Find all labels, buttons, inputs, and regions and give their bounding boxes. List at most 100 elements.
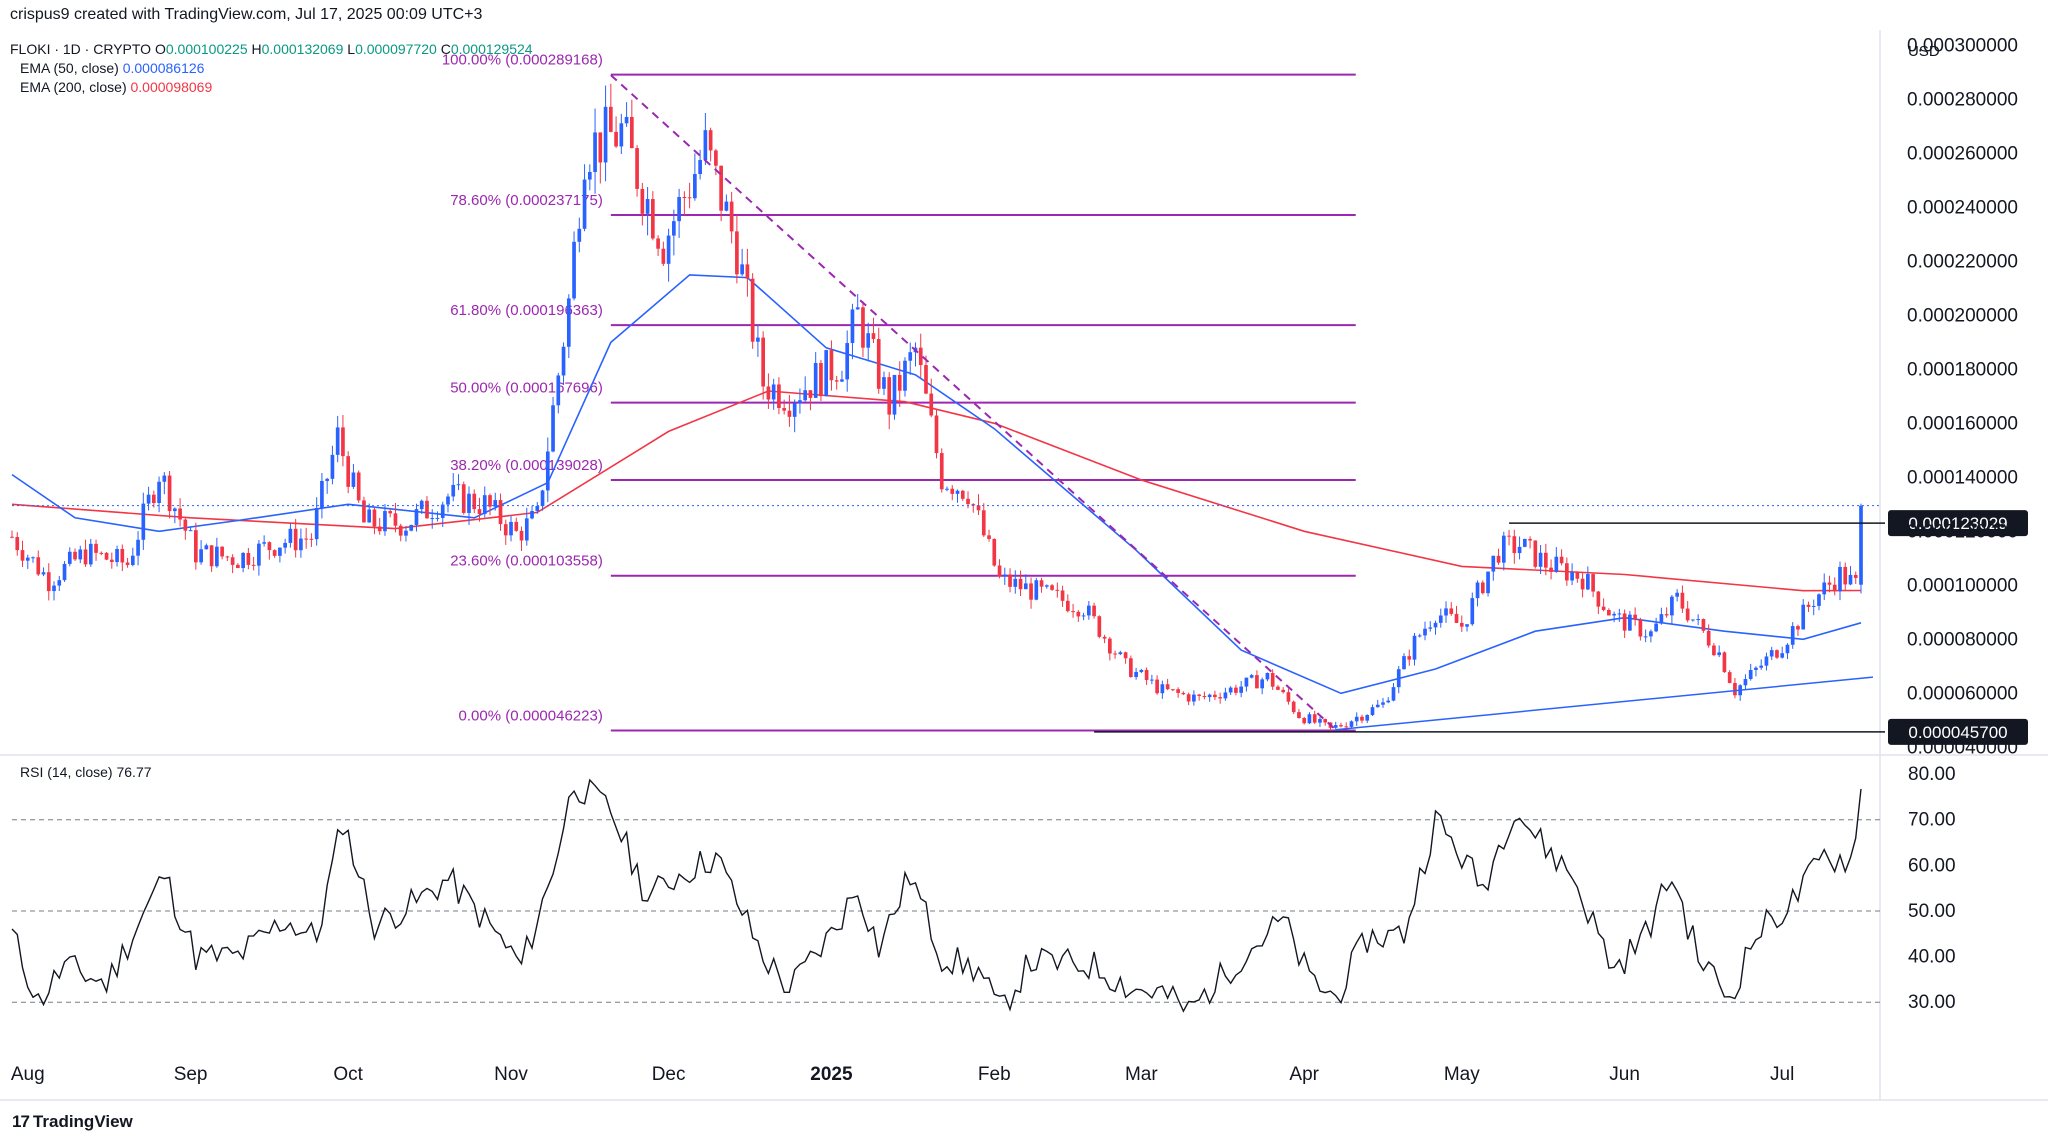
candle-body — [1113, 653, 1117, 655]
time-axis-tick: Apr — [1289, 1064, 1319, 1085]
candle — [1402, 653, 1406, 670]
candle — [1349, 720, 1354, 729]
candle-body — [714, 150, 718, 166]
ohlc-value: 0.000132069 — [262, 41, 348, 57]
candle-body — [283, 542, 287, 548]
candle-body — [1239, 686, 1244, 693]
candle — [819, 359, 823, 402]
candle — [1433, 620, 1438, 635]
candle-body — [1501, 535, 1506, 563]
candle-body — [225, 556, 230, 558]
candle-body — [624, 116, 629, 124]
candle — [304, 527, 308, 549]
candle-body — [1428, 627, 1433, 629]
candle — [377, 517, 382, 535]
candle-body — [383, 511, 387, 532]
candle — [656, 235, 660, 256]
candle-body — [1853, 574, 1858, 578]
candle-body — [1822, 582, 1827, 595]
candle — [777, 377, 781, 415]
candle-body — [509, 521, 513, 536]
candle-body — [708, 130, 713, 151]
candle — [1323, 718, 1328, 726]
price-axis-tick: 0.000200000 — [1907, 305, 2018, 326]
candle — [1843, 562, 1848, 591]
candle-body — [997, 565, 1002, 577]
candle-body — [1444, 608, 1448, 616]
candle-body — [651, 199, 655, 239]
annotations[interactable]: 0.000123029 0.000045700 — [12, 74, 2028, 745]
candle — [1391, 682, 1396, 702]
candle — [1281, 687, 1286, 694]
candle-body — [1696, 619, 1701, 621]
candle-body — [656, 238, 660, 249]
legend: FLOKI · 1D · CRYPTO O0.000100225 H0.0001… — [10, 41, 533, 95]
candle-body — [188, 530, 193, 532]
candle — [645, 186, 650, 236]
candle-body — [67, 551, 72, 564]
candle-body — [1522, 538, 1527, 547]
candle — [1060, 585, 1065, 607]
candle-body — [1013, 578, 1018, 587]
candle-body — [25, 557, 30, 561]
candle — [1234, 684, 1238, 696]
candle-body — [1806, 604, 1811, 607]
price-axis-tick: 0.000160000 — [1907, 413, 2018, 434]
candle-body — [1129, 658, 1133, 677]
candle-body — [813, 362, 818, 398]
candle-body — [73, 551, 77, 560]
candle — [1680, 585, 1685, 613]
candle-body — [1675, 592, 1679, 597]
candle-body — [52, 585, 56, 592]
candle-body — [1691, 619, 1695, 621]
ema-50-legend: EMA (50, close) 0.000086126 — [20, 60, 205, 76]
candle-body — [1659, 614, 1664, 624]
candle — [1543, 543, 1548, 576]
candle — [57, 575, 62, 592]
candle — [577, 217, 582, 253]
candle-body — [551, 405, 555, 452]
candle-body — [1218, 697, 1222, 699]
candle — [782, 399, 787, 415]
price-axis-tick: 0.000100000 — [1907, 575, 2018, 596]
time-axis-tick: Sep — [174, 1064, 208, 1085]
grid — [0, 30, 2048, 1101]
candle — [167, 471, 172, 519]
rsi-pane[interactable]: 30.00 40.00 50.00 60.00 70.00 80.00 RSI (14, c… — [11, 764, 1956, 1013]
candle-body — [309, 538, 314, 540]
candle — [556, 372, 561, 414]
candle — [1607, 608, 1611, 616]
candle — [1691, 619, 1695, 622]
candle-body — [629, 116, 634, 149]
candle — [125, 558, 130, 568]
candle-body — [724, 201, 729, 211]
tradingview-logo[interactable]: 17 TradingView — [12, 1112, 133, 1132]
candle-body — [897, 374, 902, 391]
candle-body — [850, 309, 855, 344]
candle-body — [36, 557, 41, 575]
candle-body — [645, 199, 650, 214]
candle-body — [1086, 605, 1091, 616]
symbol-name: FLOKI · 1D · CRYPTO — [10, 41, 155, 57]
candle-body — [1622, 613, 1627, 631]
candle-body — [1549, 567, 1553, 572]
candle — [992, 538, 997, 567]
time-axis-tick: Dec — [652, 1064, 686, 1085]
candle-body — [1354, 716, 1359, 722]
candle — [1554, 547, 1559, 573]
candle-body — [162, 475, 167, 482]
candle-body — [409, 524, 414, 531]
candle-body — [88, 543, 93, 565]
candlesticks[interactable] — [10, 83, 1863, 732]
candle — [1129, 655, 1133, 678]
fibonacci-retracement[interactable]: 100.00% (0.000289168) 78.60% (0.000237175… — [442, 52, 1356, 732]
candle — [1197, 693, 1201, 701]
candle — [1076, 610, 1081, 622]
candle-body — [167, 475, 172, 512]
candle — [1827, 575, 1832, 593]
candle — [199, 540, 203, 565]
candle-body — [1643, 636, 1648, 638]
candle-body — [1139, 669, 1144, 672]
candle — [1092, 602, 1096, 619]
